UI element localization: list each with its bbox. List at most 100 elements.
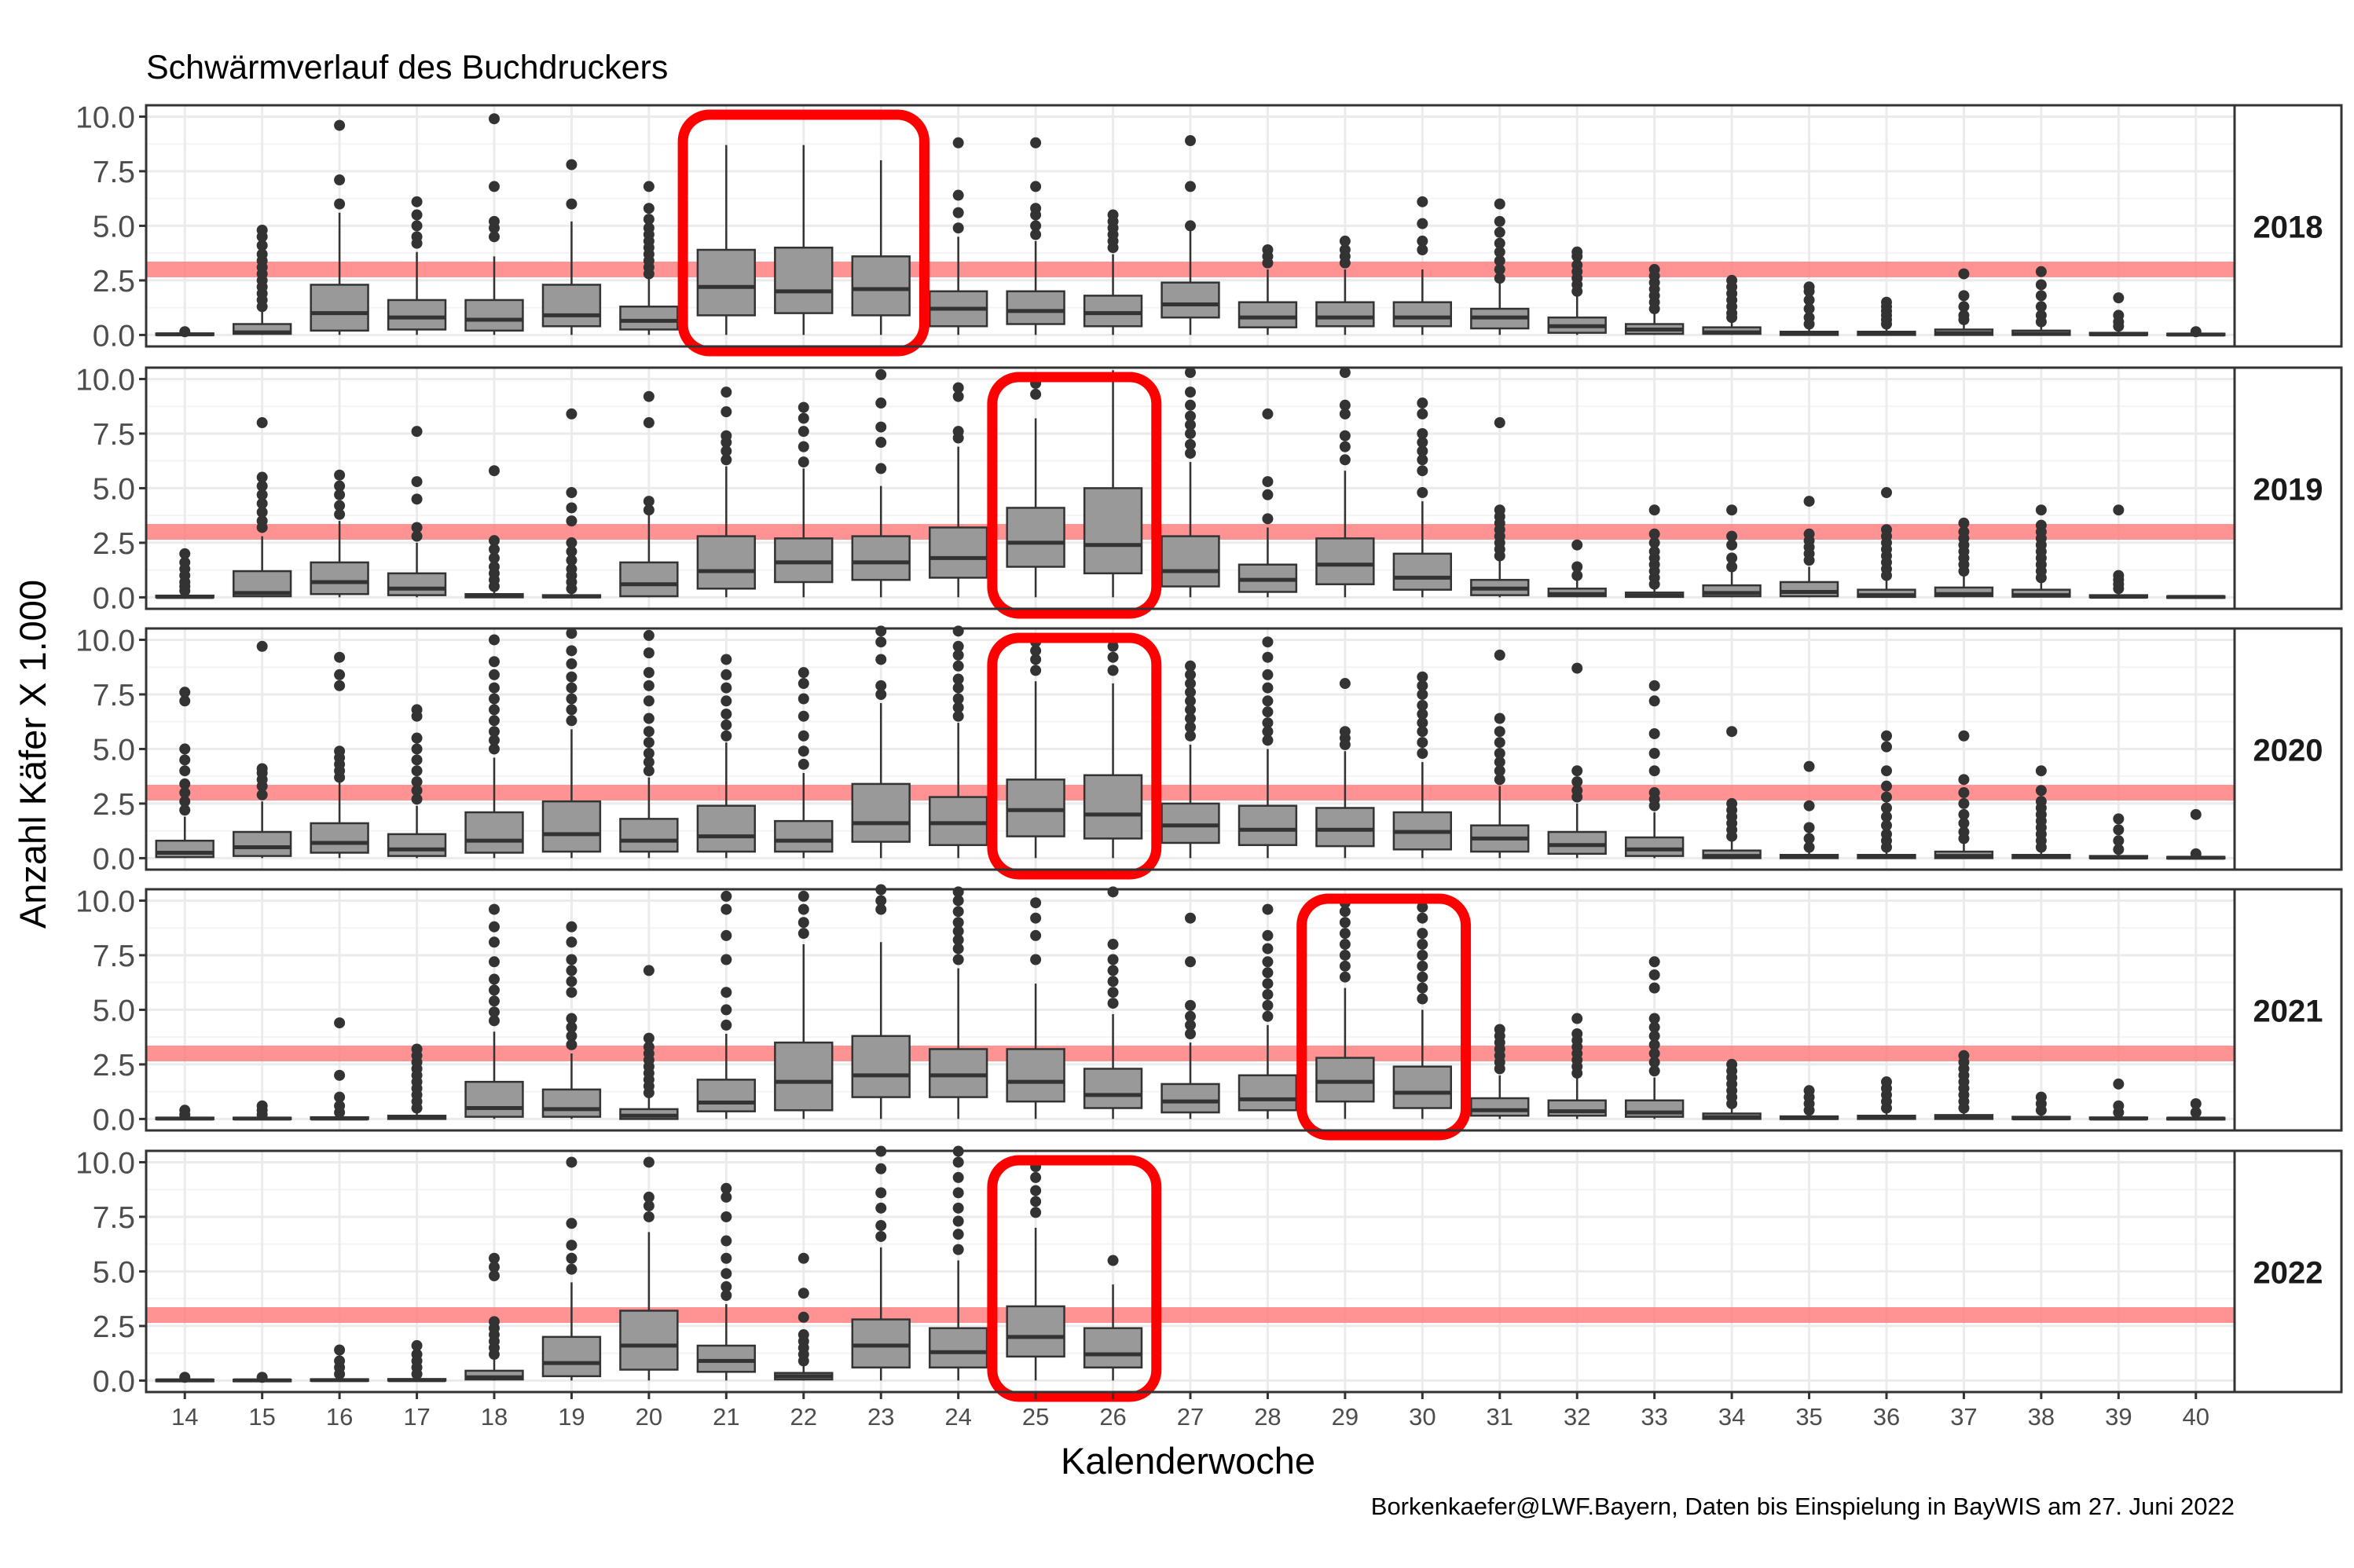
box-iqr: [1315, 1057, 1375, 1103]
outlier-point: [643, 747, 654, 759]
x-axis-label: Kalenderwoche: [1061, 1440, 1315, 1482]
box-week-38: [2011, 266, 2071, 336]
outlier-point: [1107, 939, 1119, 951]
box-iqr: [310, 822, 369, 854]
outlier-point: [334, 174, 346, 186]
outlier-point: [179, 787, 191, 799]
outlier-point: [566, 555, 578, 566]
facet-strip: [2233, 1149, 2343, 1394]
facet-strip: [2233, 888, 2343, 1132]
box-week-25: [1006, 1161, 1065, 1381]
outlier-point: [411, 522, 423, 533]
outlier-point: [1648, 504, 1660, 516]
outlier-point: [1958, 787, 1970, 799]
outlier-point: [952, 702, 964, 713]
outlier-point: [1803, 294, 1815, 306]
box-week-34: [1702, 726, 1762, 859]
y-tick-label: 10.0: [75, 1146, 135, 1180]
outlier-point: [1648, 1048, 1660, 1060]
box-week-19: [541, 921, 602, 1119]
outlier-point: [1494, 246, 1505, 258]
outlier-point: [1494, 237, 1505, 249]
outlier-point: [643, 965, 654, 976]
outlier-point: [1803, 281, 1815, 293]
outlier-point: [566, 1039, 578, 1050]
outlier-point: [256, 507, 268, 518]
box-week-26: [1083, 886, 1143, 1119]
outlier-point: [1803, 822, 1815, 833]
box-iqr: [851, 535, 911, 581]
outlier-point: [1030, 203, 1042, 214]
outlier-point: [334, 1091, 346, 1103]
box-week-30: [1392, 196, 1453, 335]
outlier-point: [1417, 680, 1428, 691]
outlier-point: [1417, 486, 1428, 498]
box-iqr: [928, 1327, 988, 1368]
outlier-point: [1417, 901, 1428, 913]
box-week-40: [2166, 1097, 2226, 1121]
outlier-point: [720, 445, 732, 457]
box-week-29: [1315, 897, 1375, 1119]
outlier-point: [1803, 496, 1815, 507]
outlier-point: [1417, 928, 1428, 940]
box-week-28: [1238, 408, 1298, 598]
outlier-point: [334, 480, 346, 492]
outlier-point: [1881, 730, 1892, 742]
outlier-point: [952, 917, 964, 929]
outlier-point: [179, 687, 191, 698]
box-iqr: [1006, 1048, 1065, 1103]
outlier-point: [256, 640, 268, 652]
outlier-point: [566, 704, 578, 716]
outlier-point: [1185, 721, 1196, 733]
outlier-point: [179, 765, 191, 777]
outlier-point: [1648, 787, 1660, 799]
x-tick-label: 25: [1022, 1403, 1049, 1431]
outlier-point: [1881, 791, 1892, 803]
box-iqr: [928, 1048, 988, 1098]
outlier-point: [411, 476, 423, 488]
box-week-28: [1238, 244, 1298, 335]
chart-title: Schwärmverlauf des Buchdruckers: [146, 49, 668, 86]
outlier-point: [489, 552, 500, 564]
outlier-point: [2113, 1078, 2125, 1090]
outlier-point: [489, 936, 500, 948]
box-week-21: [696, 890, 757, 1119]
box-week-37: [1934, 517, 1994, 598]
box-week-15: [232, 1100, 292, 1121]
box-week-39: [2088, 292, 2149, 337]
outlier-point: [798, 678, 809, 690]
box-week-33: [1624, 504, 1685, 599]
outlier-point: [566, 198, 578, 210]
outlier-point: [1648, 695, 1660, 707]
outlier-point: [1262, 636, 1274, 648]
outlier-point: [566, 671, 578, 683]
box-iqr: [851, 782, 911, 843]
outlier-point: [1107, 976, 1119, 987]
outlier-point: [1339, 678, 1351, 690]
box-week-25: [1006, 897, 1065, 1119]
box-iqr: [1470, 1097, 1530, 1117]
outlier-point: [411, 231, 423, 243]
outlier-point: [411, 785, 423, 797]
outlier-point: [1185, 687, 1196, 698]
outlier-point: [489, 984, 500, 996]
outlier-point: [566, 159, 578, 170]
outlier-point: [1494, 649, 1505, 661]
outlier-point: [1958, 817, 1970, 829]
outlier-point: [179, 754, 191, 766]
outlier-point: [1417, 437, 1428, 449]
outlier-point: [643, 417, 654, 429]
outlier-point: [1803, 303, 1815, 315]
outlier-point: [1030, 665, 1042, 676]
outlier-point: [952, 954, 964, 965]
box-iqr: [1160, 802, 1220, 844]
box-week-19: [541, 408, 602, 599]
outlier-point: [875, 421, 887, 433]
outlier-point: [643, 1191, 654, 1203]
box-week-36: [1857, 1076, 1916, 1120]
outlier-point: [1262, 735, 1274, 746]
box-iqr: [1779, 581, 1839, 598]
outlier-point: [643, 1041, 654, 1053]
box-week-32: [1547, 539, 1607, 598]
box-iqr: [1006, 779, 1065, 837]
